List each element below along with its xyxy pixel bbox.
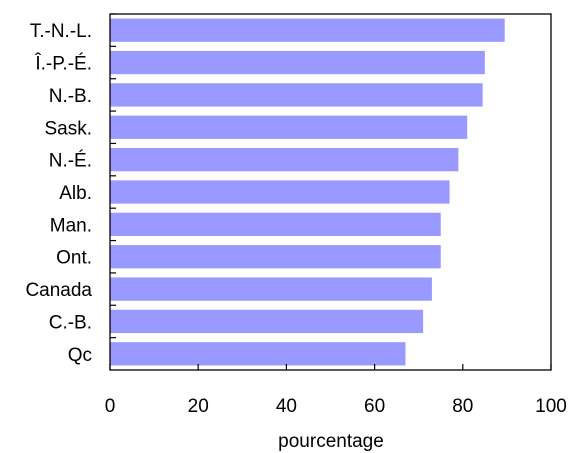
- y-tick-label: Canada: [25, 280, 92, 301]
- y-tick-labels: T.-N.-L. Î.-P.-É. N.-B. Sask. N.-É. Alb. Man. O…: [25, 21, 92, 366]
- bar: [110, 116, 467, 139]
- y-tick-label: T.-N.-L.: [30, 21, 92, 42]
- y-tick-label: Sask.: [44, 118, 92, 139]
- bar: [110, 342, 405, 365]
- y-tick-label: N.-É.: [49, 151, 92, 172]
- y-tick-label: Alb.: [59, 183, 92, 204]
- bar: [110, 277, 432, 300]
- bar: [110, 51, 485, 74]
- x-tick-labels: 0 20 40 60 80 100: [105, 396, 567, 417]
- x-tick-label: 80: [452, 396, 473, 417]
- x-tick-label: 100: [535, 396, 567, 417]
- y-tick-label: C.-B.: [49, 312, 92, 333]
- bar: [110, 310, 423, 333]
- bar: [110, 148, 458, 171]
- x-tick-label: 0: [105, 396, 116, 417]
- bar: [110, 180, 450, 203]
- x-axis-title: pourcentage: [278, 431, 384, 452]
- bar: [110, 245, 441, 268]
- y-tick-label: Qc: [68, 345, 92, 366]
- bar: [110, 213, 441, 236]
- y-tick-label: N.-B.: [49, 86, 92, 107]
- y-tick-label: Ont.: [56, 248, 92, 269]
- x-tick-label: 20: [188, 396, 209, 417]
- y-tick-label: Man.: [50, 215, 92, 236]
- bar-series: [110, 19, 505, 366]
- x-tick-label: 40: [276, 396, 297, 417]
- x-tick-label: 60: [364, 396, 385, 417]
- bar: [110, 83, 483, 106]
- y-tick-label: Î.-P.-É.: [34, 53, 92, 75]
- bar: [110, 19, 505, 42]
